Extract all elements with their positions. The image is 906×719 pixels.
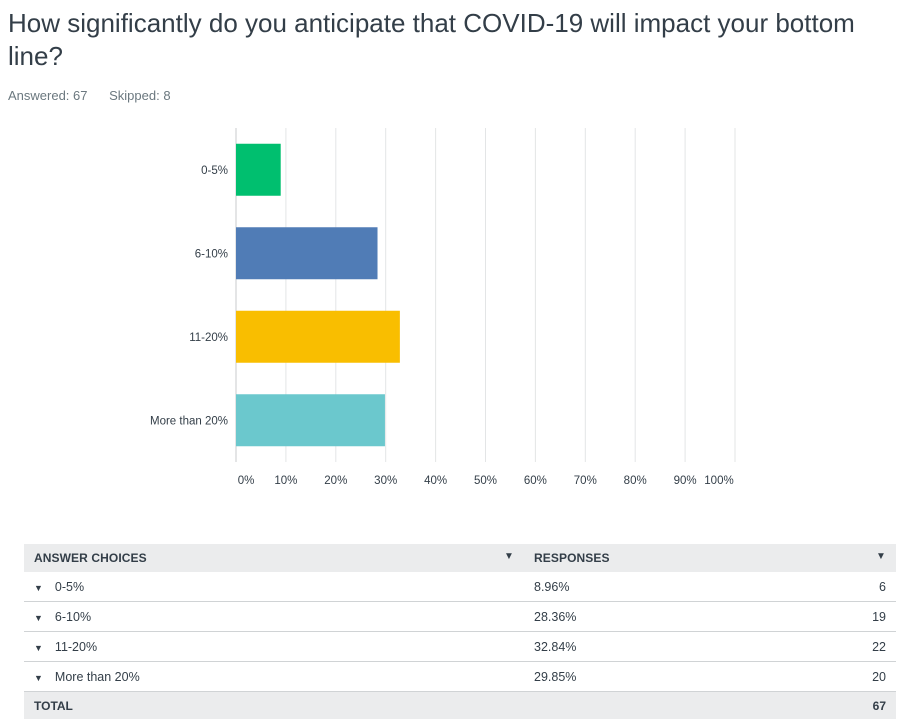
bar[interactable] bbox=[236, 143, 281, 196]
x-tick-label: 10% bbox=[274, 475, 297, 487]
x-tick-label: 80% bbox=[624, 475, 647, 487]
responses-header[interactable]: RESPONSES ▼ bbox=[524, 544, 896, 572]
total-spacer bbox=[524, 691, 744, 719]
count-cell: 6 bbox=[744, 572, 896, 602]
x-tick-label: 70% bbox=[574, 475, 597, 487]
table-row: ▼ 11-20% 32.84% 22 bbox=[24, 631, 896, 662]
x-tick-label: 100% bbox=[704, 475, 733, 487]
bar[interactable] bbox=[236, 310, 400, 363]
total-label: TOTAL bbox=[24, 691, 524, 719]
table-header-row: ANSWER CHOICES ▼ RESPONSES ▼ bbox=[24, 544, 896, 572]
bar-chart: 0% 10% 20% 30% 40% 50% 60% 70% 80% 90% 100% 0-5% 6-1… bbox=[150, 128, 736, 487]
x-tick-label: 60% bbox=[524, 475, 547, 487]
answer-choices-header-label: ANSWER CHOICES bbox=[34, 551, 147, 565]
total-count: 67 bbox=[744, 691, 896, 719]
table-row: ▼ 6-10% 28.36% 19 bbox=[24, 601, 896, 632]
category-label: 6-10% bbox=[195, 248, 228, 260]
count-cell: 22 bbox=[744, 631, 896, 662]
table-row: ▼ 0-5% 8.96% 6 bbox=[24, 572, 896, 602]
x-tick-label: 30% bbox=[374, 475, 397, 487]
choice-label: 6-10% bbox=[54, 609, 92, 624]
x-tick-label: 50% bbox=[474, 475, 497, 487]
count-cell: 19 bbox=[744, 601, 896, 632]
choice-cell: ▼ 11-20% bbox=[24, 631, 524, 662]
bar[interactable] bbox=[236, 227, 378, 280]
percent-cell: 29.85% bbox=[524, 661, 744, 692]
x-tick-label: 0% bbox=[238, 475, 255, 487]
choice-label: 0-5% bbox=[54, 579, 85, 594]
total-row: TOTAL 67 bbox=[24, 691, 896, 719]
question-title: How significantly do you anticipate that… bbox=[8, 8, 855, 71]
x-tick-label: 40% bbox=[424, 475, 447, 487]
percent-cell: 8.96% bbox=[524, 572, 744, 602]
category-label: 0-5% bbox=[201, 165, 228, 177]
table-row: ▼ More than 20% 29.85% 20 bbox=[24, 661, 896, 692]
category-label: More than 20% bbox=[150, 415, 228, 427]
choice-cell: ▼ More than 20% bbox=[24, 661, 524, 692]
sort-caret-icon[interactable]: ▼ bbox=[504, 551, 514, 562]
percent-cell: 32.84% bbox=[524, 631, 744, 662]
expand-caret-icon[interactable]: ▼ bbox=[34, 612, 43, 623]
response-stats: Answered: 67 Skipped: 8 bbox=[8, 88, 189, 103]
expand-caret-icon[interactable]: ▼ bbox=[34, 582, 43, 593]
responses-header-label: RESPONSES bbox=[534, 551, 610, 565]
category-label: 11-20% bbox=[189, 332, 228, 344]
answered-count: Answered: 67 bbox=[8, 88, 88, 103]
skipped-count: Skipped: 8 bbox=[109, 88, 171, 103]
choice-label: 11-20% bbox=[54, 639, 98, 654]
bar[interactable] bbox=[236, 394, 385, 447]
choice-label: More than 20% bbox=[54, 669, 140, 684]
choice-cell: ▼ 0-5% bbox=[24, 572, 524, 602]
answer-choices-header[interactable]: ANSWER CHOICES ▼ bbox=[24, 544, 524, 572]
answers-table: ANSWER CHOICES ▼ RESPONSES ▼ ▼ 0-5% 8.96%… bbox=[24, 544, 896, 719]
x-tick-label: 90% bbox=[674, 475, 697, 487]
choice-cell: ▼ 6-10% bbox=[24, 601, 524, 632]
x-tick-label: 20% bbox=[324, 475, 347, 487]
expand-caret-icon[interactable]: ▼ bbox=[34, 642, 43, 653]
count-cell: 20 bbox=[744, 661, 896, 692]
sort-caret-icon[interactable]: ▼ bbox=[876, 551, 886, 562]
percent-cell: 28.36% bbox=[524, 601, 744, 632]
expand-caret-icon[interactable]: ▼ bbox=[34, 672, 43, 683]
